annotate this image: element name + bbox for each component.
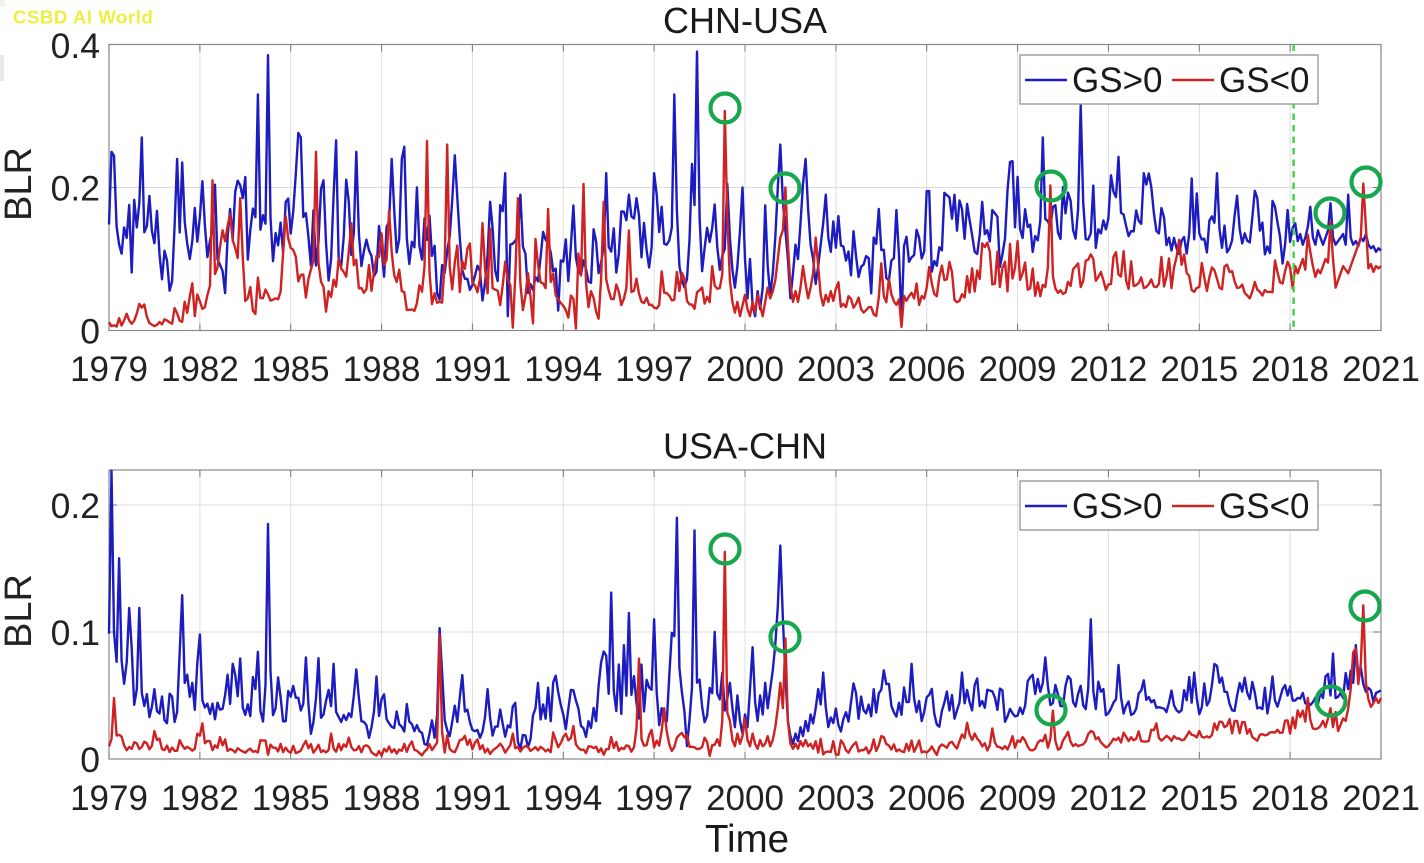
svg-text:CSBD AI World: CSBD AI World — [13, 7, 153, 28]
svg-text:GS>0: GS>0 — [1072, 487, 1162, 526]
svg-text:2021: 2021 — [1342, 350, 1420, 389]
svg-text:CHN-USA: CHN-USA — [663, 0, 827, 41]
svg-text:2009: 2009 — [979, 350, 1057, 389]
svg-text:1988: 1988 — [343, 350, 421, 389]
svg-text:0.4: 0.4 — [51, 26, 100, 66]
svg-text:GS>0: GS>0 — [1072, 61, 1162, 100]
svg-text:2003: 2003 — [797, 350, 875, 389]
svg-text:1994: 1994 — [524, 350, 602, 389]
svg-text:2021: 2021 — [1342, 779, 1420, 818]
svg-text:1988: 1988 — [343, 779, 421, 818]
svg-text:1994: 1994 — [524, 779, 602, 818]
svg-text:1982: 1982 — [161, 779, 239, 818]
svg-text:1985: 1985 — [252, 350, 330, 389]
svg-text:BLR: BLR — [0, 574, 40, 648]
svg-text:1979: 1979 — [70, 779, 148, 818]
svg-text:2009: 2009 — [979, 779, 1057, 818]
svg-text:0: 0 — [80, 311, 100, 351]
svg-text:2015: 2015 — [1160, 350, 1238, 389]
svg-text:1997: 1997 — [615, 350, 693, 389]
svg-text:2018: 2018 — [1251, 779, 1329, 818]
svg-text:BLR: BLR — [0, 147, 40, 221]
svg-text:1985: 1985 — [252, 779, 330, 818]
svg-text:2012: 2012 — [1069, 350, 1147, 389]
svg-text:2003: 2003 — [797, 779, 875, 818]
svg-text:0.1: 0.1 — [51, 613, 100, 653]
svg-text:Time: Time — [705, 818, 789, 861]
svg-text:1991: 1991 — [433, 779, 511, 818]
svg-text:1997: 1997 — [615, 779, 693, 818]
svg-text:2000: 2000 — [706, 779, 784, 818]
svg-text:1991: 1991 — [433, 350, 511, 389]
svg-text:2012: 2012 — [1069, 779, 1147, 818]
svg-text:0.2: 0.2 — [51, 168, 100, 208]
svg-text:2015: 2015 — [1160, 779, 1238, 818]
svg-text:USA-CHN: USA-CHN — [663, 426, 827, 467]
svg-text:1979: 1979 — [70, 350, 148, 389]
svg-text:2000: 2000 — [706, 350, 784, 389]
svg-text:1982: 1982 — [161, 350, 239, 389]
svg-text:0.2: 0.2 — [51, 486, 100, 526]
svg-text:2018: 2018 — [1251, 350, 1329, 389]
svg-text:GS<0: GS<0 — [1219, 61, 1309, 100]
svg-text:0: 0 — [80, 740, 100, 780]
svg-text:2006: 2006 — [888, 779, 966, 818]
svg-text:2006: 2006 — [888, 350, 966, 389]
svg-text:GS<0: GS<0 — [1219, 487, 1309, 526]
